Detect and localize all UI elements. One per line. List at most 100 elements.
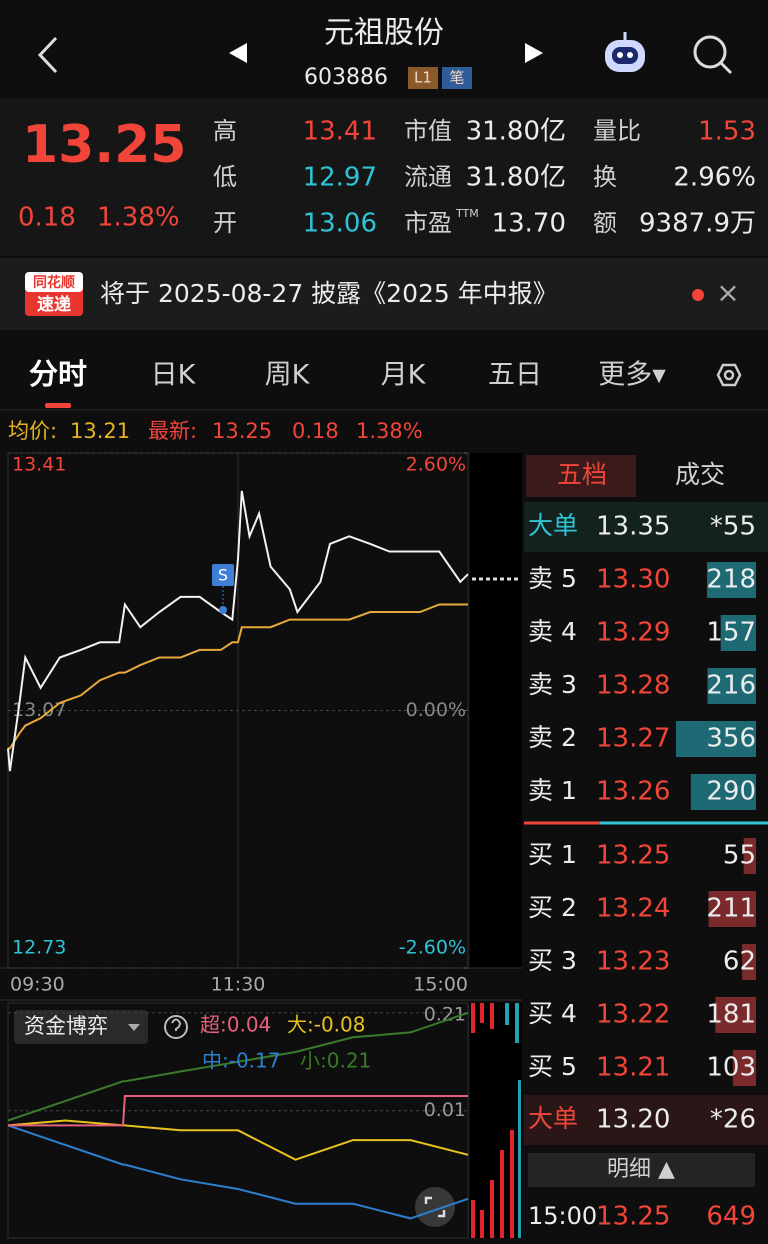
stock-name: 元祖股份 (324, 16, 444, 51)
settings-icon[interactable] (716, 363, 742, 387)
series-line (8, 603, 468, 750)
volume-strip (470, 1003, 522, 1238)
logo-text: 速递 (37, 294, 71, 315)
stat-label: 额 (593, 209, 617, 237)
row-price: 13.28 (596, 671, 670, 701)
row-price: 13.27 (596, 724, 670, 754)
banner-close[interactable]: × (716, 276, 739, 309)
row-volume: *26 (710, 1105, 756, 1135)
row-price: 13.23 (596, 947, 670, 977)
row-volume: 55 (723, 841, 756, 871)
row-label: 卖 5 (528, 564, 577, 593)
help-icon[interactable] (164, 1015, 188, 1039)
row-volume: 216 (706, 671, 756, 701)
series-line (8, 1095, 468, 1127)
stat-value: 13.41 (303, 117, 377, 147)
stat-value: 9387.9万 (639, 209, 756, 239)
y-tick-label: 12.73 (12, 937, 66, 959)
indicator-title[interactable]: 资金博弈 (24, 1014, 108, 1038)
detail-label[interactable]: 明细 ▲ (607, 1157, 675, 1182)
stat-label: 高 (213, 117, 237, 145)
row-label: 大单 (528, 511, 578, 540)
volume-bar (708, 891, 756, 927)
search-icon[interactable] (693, 35, 733, 75)
unread-dot (692, 289, 704, 301)
banner-text: 将于 2025-08-27 披露《2025 年中报》 (100, 279, 558, 308)
stat-value: 13.70 (492, 209, 566, 239)
price-change-pct: 1.38% (97, 203, 180, 233)
last-pct: 1.38% (356, 419, 423, 443)
row-volume: 211 (706, 894, 756, 924)
prev-stock[interactable] (229, 43, 247, 63)
series-line (7, 1011, 469, 1122)
avg-label: 均价: (8, 419, 57, 443)
tab[interactable]: 周K (265, 360, 311, 391)
row-price: 13.21 (596, 1053, 670, 1083)
last-value: 13.25 (212, 419, 272, 443)
expand-icon[interactable] (415, 1187, 455, 1227)
row-volume: 181 (706, 1000, 756, 1030)
row-volume: 218 (706, 565, 756, 595)
chart-frame (7, 1002, 469, 1239)
book-tab[interactable]: 五档 (557, 460, 607, 489)
tab-indicator (45, 403, 71, 408)
y-tick-label: 13.07 (12, 699, 66, 721)
detail-button (528, 1153, 755, 1187)
marker-box (212, 564, 234, 586)
row-bg (524, 1095, 768, 1145)
volume-bar (676, 721, 756, 757)
row-price: 13.26 (596, 777, 670, 807)
stat-label-sup: TTM (455, 207, 479, 220)
series-line (7, 1119, 469, 1161)
tab[interactable]: 日K (151, 360, 197, 391)
volume-bar (720, 615, 756, 651)
back-button[interactable] (37, 36, 58, 74)
row-price: 13.25 (596, 841, 670, 871)
row-volume: 103 (706, 1053, 756, 1083)
last-price: 13.25 (22, 115, 186, 175)
tab[interactable]: 分时 (29, 357, 87, 391)
x-tick-label: 15:00 (413, 974, 468, 996)
indicator-dropdown[interactable] (14, 1010, 148, 1044)
row-price: 13.35 (596, 512, 670, 542)
series-line (7, 1124, 469, 1220)
stat-label: 量比 (593, 117, 641, 145)
last-change: 0.18 (292, 419, 339, 443)
book-tab[interactable]: 成交 (675, 460, 725, 489)
stat-value: 13.06 (303, 209, 377, 239)
tab[interactable]: 五日 (488, 360, 542, 391)
dropdown-arrow (128, 1024, 140, 1031)
badge (442, 67, 472, 89)
row-volume: 157 (706, 618, 756, 648)
robot-icon[interactable] (605, 32, 645, 72)
badge-label: 笔 (449, 69, 464, 87)
y2-tick-label: 2.60% (406, 454, 466, 476)
stock-code: 603886 (304, 65, 388, 90)
after-hours-strip (470, 453, 522, 968)
badge (408, 67, 438, 89)
tab[interactable]: 月K (381, 360, 427, 391)
row-volume: 62 (723, 947, 756, 977)
row-label: 买 3 (528, 946, 577, 975)
row-price: 13.20 (596, 1105, 670, 1135)
volume-bar (690, 774, 756, 810)
tab-active-bg (526, 455, 636, 497)
stat-label: 开 (213, 209, 237, 237)
next-stock[interactable] (525, 43, 543, 63)
row-label: 买 4 (528, 999, 577, 1028)
tab[interactable]: 更多▾ (598, 360, 666, 391)
volume-bar (707, 562, 756, 598)
last-label: 最新: (148, 419, 197, 443)
volume-bars-down (505, 1003, 521, 1238)
volume-bar (743, 838, 756, 874)
y2-tick-label: 0.00% (406, 699, 466, 721)
legend-entry: 小:0.21 (300, 1049, 371, 1073)
banner[interactable] (0, 258, 768, 330)
avg-value: 13.21 (70, 419, 130, 443)
row-label: 卖 2 (528, 723, 577, 752)
stat-label: 换 (593, 163, 617, 191)
volume-bar (707, 668, 756, 704)
row-price: 13.24 (596, 894, 670, 924)
marker-dot (219, 606, 227, 614)
